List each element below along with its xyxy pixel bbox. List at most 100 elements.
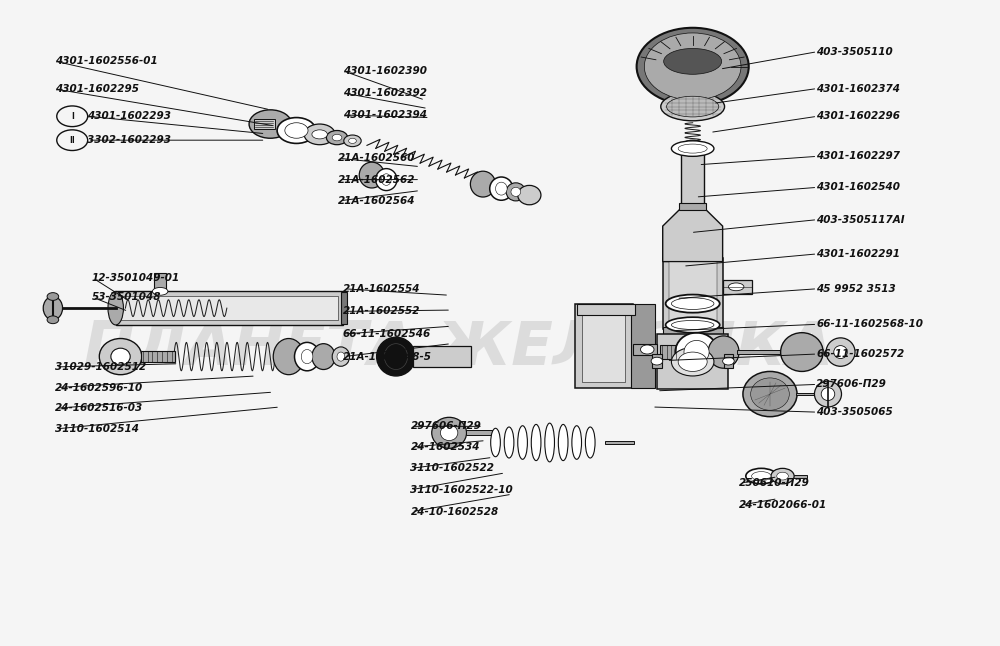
Ellipse shape bbox=[667, 96, 719, 117]
Text: 4301-1602291: 4301-1602291 bbox=[816, 249, 900, 259]
Ellipse shape bbox=[504, 427, 514, 458]
Ellipse shape bbox=[664, 48, 722, 74]
Text: II: II bbox=[69, 136, 75, 145]
Ellipse shape bbox=[671, 320, 714, 329]
Ellipse shape bbox=[781, 333, 823, 371]
Text: 21A-1602554: 21A-1602554 bbox=[343, 284, 420, 294]
Ellipse shape bbox=[312, 130, 327, 139]
Ellipse shape bbox=[285, 123, 308, 138]
Ellipse shape bbox=[43, 297, 63, 320]
FancyBboxPatch shape bbox=[669, 262, 717, 326]
Ellipse shape bbox=[518, 185, 541, 205]
Ellipse shape bbox=[751, 378, 789, 410]
Ellipse shape bbox=[678, 144, 707, 153]
Ellipse shape bbox=[384, 344, 408, 370]
Text: 66-11-1602546: 66-11-1602546 bbox=[343, 329, 431, 339]
Ellipse shape bbox=[277, 118, 316, 143]
Ellipse shape bbox=[675, 333, 718, 371]
Ellipse shape bbox=[295, 342, 320, 371]
Text: 24-1602534: 24-1602534 bbox=[410, 442, 480, 452]
Ellipse shape bbox=[684, 340, 709, 364]
Text: 297606-П29: 297606-П29 bbox=[816, 379, 887, 390]
Ellipse shape bbox=[99, 339, 142, 375]
Ellipse shape bbox=[511, 187, 521, 196]
FancyBboxPatch shape bbox=[631, 304, 655, 388]
Text: 403-3505117AI: 403-3505117AI bbox=[816, 214, 905, 225]
Ellipse shape bbox=[834, 346, 847, 359]
Ellipse shape bbox=[771, 468, 794, 484]
Text: 45 9952 3513: 45 9952 3513 bbox=[816, 284, 896, 294]
Ellipse shape bbox=[332, 134, 342, 141]
FancyBboxPatch shape bbox=[254, 119, 275, 129]
Ellipse shape bbox=[678, 352, 707, 371]
Ellipse shape bbox=[304, 124, 335, 145]
Ellipse shape bbox=[723, 357, 734, 365]
Ellipse shape bbox=[666, 295, 720, 313]
FancyBboxPatch shape bbox=[141, 351, 175, 362]
Ellipse shape bbox=[344, 135, 361, 147]
Ellipse shape bbox=[440, 425, 458, 441]
Ellipse shape bbox=[470, 171, 496, 197]
Ellipse shape bbox=[332, 347, 350, 366]
Ellipse shape bbox=[301, 349, 313, 364]
FancyBboxPatch shape bbox=[660, 345, 679, 359]
Ellipse shape bbox=[545, 423, 554, 462]
Ellipse shape bbox=[666, 317, 720, 333]
FancyBboxPatch shape bbox=[577, 304, 635, 315]
Text: 4301-1602556-01: 4301-1602556-01 bbox=[55, 56, 158, 67]
Ellipse shape bbox=[637, 28, 749, 105]
FancyBboxPatch shape bbox=[413, 346, 471, 367]
FancyBboxPatch shape bbox=[663, 327, 723, 336]
Ellipse shape bbox=[47, 316, 59, 324]
Ellipse shape bbox=[708, 336, 739, 368]
Text: 24-1602596-10: 24-1602596-10 bbox=[55, 382, 143, 393]
Text: 4301-1602295: 4301-1602295 bbox=[55, 84, 139, 94]
Ellipse shape bbox=[249, 110, 292, 138]
Ellipse shape bbox=[746, 468, 777, 484]
FancyBboxPatch shape bbox=[763, 475, 807, 478]
Text: 3110-1602514: 3110-1602514 bbox=[55, 424, 139, 434]
Text: 4301-1602390: 4301-1602390 bbox=[343, 66, 427, 76]
Text: 4301-1602540: 4301-1602540 bbox=[816, 182, 900, 193]
Text: 4301-1602374: 4301-1602374 bbox=[816, 83, 900, 94]
Ellipse shape bbox=[490, 177, 513, 200]
Ellipse shape bbox=[326, 130, 348, 145]
FancyBboxPatch shape bbox=[679, 203, 706, 210]
Ellipse shape bbox=[531, 424, 541, 461]
Text: 31029-1602512: 31029-1602512 bbox=[55, 362, 146, 372]
FancyBboxPatch shape bbox=[724, 354, 733, 368]
Text: 21A-1602548-5: 21A-1602548-5 bbox=[343, 351, 432, 362]
Ellipse shape bbox=[671, 298, 714, 309]
Ellipse shape bbox=[496, 182, 507, 195]
Text: 24-1602066-01: 24-1602066-01 bbox=[739, 500, 827, 510]
Ellipse shape bbox=[814, 381, 842, 407]
Text: 12-3501049-01: 12-3501049-01 bbox=[92, 273, 180, 283]
Ellipse shape bbox=[337, 352, 345, 361]
Ellipse shape bbox=[752, 472, 771, 481]
Ellipse shape bbox=[47, 293, 59, 300]
Ellipse shape bbox=[273, 339, 304, 375]
Text: 250610-П29: 250610-П29 bbox=[739, 478, 810, 488]
Text: 53-3501048: 53-3501048 bbox=[92, 292, 161, 302]
Ellipse shape bbox=[108, 291, 123, 325]
Text: 403-3505065: 403-3505065 bbox=[816, 407, 893, 417]
Text: 21A-1602552: 21A-1602552 bbox=[343, 306, 420, 317]
Text: 21A-1602564: 21A-1602564 bbox=[338, 196, 415, 206]
Text: 66-11-1602572: 66-11-1602572 bbox=[816, 349, 905, 359]
Text: 4301-1602392: 4301-1602392 bbox=[343, 88, 427, 98]
Ellipse shape bbox=[644, 33, 741, 100]
Text: 21A-1602562: 21A-1602562 bbox=[338, 174, 415, 185]
FancyBboxPatch shape bbox=[737, 350, 790, 354]
FancyBboxPatch shape bbox=[341, 292, 347, 324]
Ellipse shape bbox=[671, 141, 714, 156]
FancyBboxPatch shape bbox=[116, 291, 343, 325]
Text: 24-1602516-03: 24-1602516-03 bbox=[55, 403, 143, 413]
Text: 4301-1602296: 4301-1602296 bbox=[816, 111, 900, 121]
Ellipse shape bbox=[661, 92, 725, 121]
FancyBboxPatch shape bbox=[723, 280, 752, 294]
FancyBboxPatch shape bbox=[652, 354, 662, 368]
FancyBboxPatch shape bbox=[633, 344, 657, 355]
Text: 66-11-1602568-10: 66-11-1602568-10 bbox=[816, 319, 923, 329]
Text: 403-3505110: 403-3505110 bbox=[816, 47, 893, 57]
FancyBboxPatch shape bbox=[154, 273, 166, 291]
